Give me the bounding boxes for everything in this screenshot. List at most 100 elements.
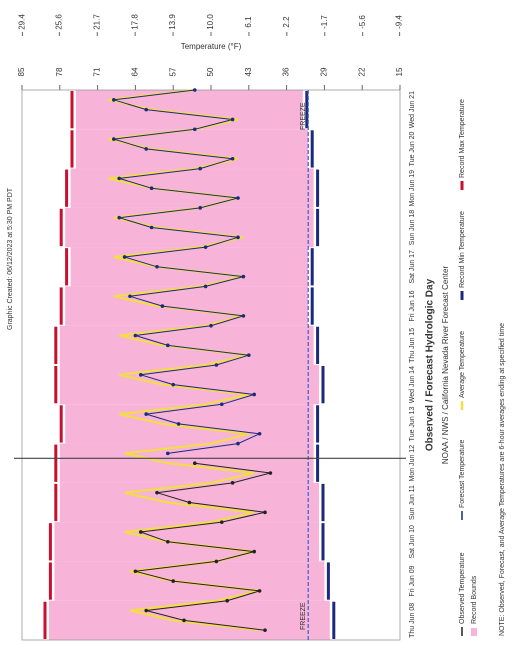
record-bounds	[65, 404, 314, 444]
record-bounds	[70, 247, 309, 287]
y2-tick-label: 21.7	[92, 14, 101, 30]
created-note: Graphic Created: 06/12/2023 at 5:30 PM P…	[7, 187, 14, 330]
data-point	[133, 569, 138, 574]
data-point	[220, 402, 224, 407]
x-tick-label: Sat Jun 17	[409, 250, 416, 284]
data-point	[198, 206, 202, 210]
data-point	[117, 176, 121, 181]
freeze-label: FREEZE	[300, 102, 307, 130]
y-tick-label: 29	[320, 67, 329, 76]
record-bounds	[54, 561, 325, 601]
x-tick-label: Sun Jun 18	[409, 210, 416, 246]
y2-tick-label: 17.8	[130, 14, 139, 30]
x-tick-label: Sat Jun 10	[409, 525, 416, 559]
data-point	[166, 451, 170, 456]
y2-tick-label: -9.4	[395, 15, 404, 29]
data-point	[214, 559, 219, 564]
data-point	[230, 481, 235, 485]
data-point	[112, 98, 116, 102]
data-point	[198, 166, 202, 171]
record-bounds	[70, 168, 314, 208]
x-tick-label: Mon Jun 12	[409, 445, 416, 482]
data-point	[252, 392, 256, 397]
y2-tick-label: 6.1	[244, 16, 253, 28]
data-point	[236, 196, 240, 200]
y2-tick-label: 10.0	[206, 14, 215, 30]
data-point	[155, 490, 159, 495]
data-point	[139, 530, 143, 534]
legend-label: Average Temperature	[459, 331, 466, 398]
x-tick-label: Tue Jun 20	[409, 131, 416, 166]
x-tick-label: Wed Jun 14	[409, 366, 416, 403]
data-point	[155, 264, 159, 269]
x-tick-label: Fri Jun 09	[409, 565, 416, 596]
data-point	[122, 255, 127, 259]
data-point	[209, 323, 213, 328]
y-tick-label: 78	[55, 67, 64, 76]
x-tick-label: Thu Jun 08	[409, 603, 416, 638]
y-tick-label: 71	[93, 67, 102, 76]
legend-label: Observed Temperature	[459, 552, 466, 624]
data-point	[166, 343, 170, 348]
series-line	[135, 462, 271, 631]
data-point	[236, 235, 240, 240]
record-bounds	[59, 443, 314, 483]
data-point	[149, 186, 154, 191]
legend-label: Record Bounds	[471, 575, 478, 624]
freeze-label: FREEZE	[300, 602, 307, 630]
data-point	[144, 107, 148, 112]
record-bounds	[65, 207, 314, 248]
chart-title: Observed / Forecast Hydrologic Day	[425, 278, 436, 451]
record-bounds	[76, 90, 303, 130]
data-point	[133, 333, 138, 338]
x-tick-label: Sun Jun 11	[409, 485, 416, 520]
series-line	[113, 89, 262, 454]
y2-tick-label: 13.9	[168, 14, 177, 30]
data-point	[144, 608, 148, 613]
legend-label: Forecast Temperature	[459, 440, 466, 508]
x-tick-label: Mon Jun 19	[409, 170, 416, 207]
y2-tick-label: 29.4	[17, 14, 26, 30]
y-tick-label: 36	[282, 67, 291, 76]
data-point	[166, 539, 170, 544]
record-bounds	[65, 286, 309, 326]
y-tick-label: 64	[131, 67, 140, 76]
data-point	[203, 245, 208, 249]
series-line	[108, 88, 260, 632]
y-tick-label: 85	[17, 67, 26, 76]
y-tick-label: 50	[206, 67, 215, 76]
legend-label: Record Max Temperature	[459, 99, 466, 178]
data-point	[203, 284, 208, 289]
data-point	[225, 598, 229, 603]
data-point	[193, 461, 197, 466]
data-point	[236, 441, 240, 446]
data-point	[220, 520, 224, 524]
data-point	[117, 215, 121, 220]
data-point	[193, 88, 197, 92]
record-bounds	[59, 325, 314, 365]
data-point	[193, 127, 197, 132]
legend-swatch	[471, 628, 477, 636]
legend-label: Record Min Temperature	[459, 211, 466, 288]
y-tick-label: 43	[244, 67, 253, 76]
chart-subtitle: NOAA / NWS / California Nevada River For…	[441, 266, 450, 465]
data-point	[257, 431, 262, 436]
record-bounds	[54, 522, 320, 562]
data-point	[230, 156, 235, 161]
data-point	[263, 510, 267, 515]
data-point	[112, 137, 116, 141]
record-bounds	[76, 129, 309, 169]
y2-tick-label: 2.2	[282, 16, 291, 28]
data-point	[257, 589, 262, 593]
data-point	[268, 471, 273, 475]
y-tick-label: 57	[168, 67, 177, 76]
record-bounds	[49, 600, 330, 640]
y2-tick-label: 25.6	[54, 14, 63, 30]
data-point	[241, 314, 246, 318]
record-bounds	[59, 365, 320, 405]
data-point	[128, 294, 132, 299]
y-axis-title: Temperature (°F)	[181, 42, 242, 51]
data-point	[139, 373, 143, 377]
data-point	[144, 147, 148, 151]
